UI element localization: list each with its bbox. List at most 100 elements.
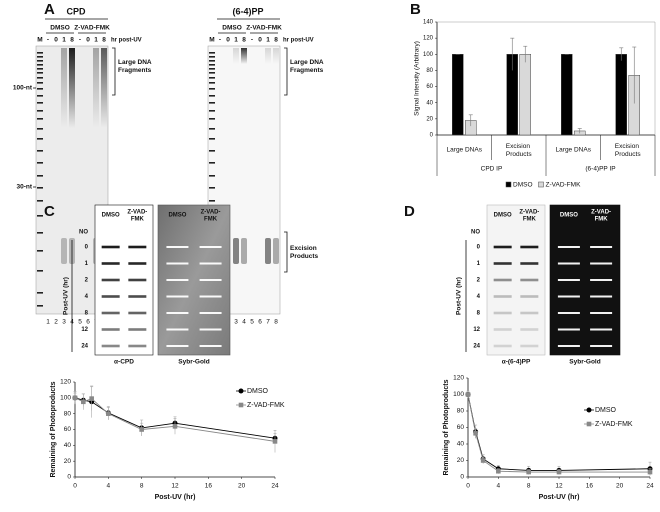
lane-number: 7	[266, 319, 270, 326]
x-tick-label: 24	[271, 483, 279, 490]
gel-excision	[61, 238, 67, 264]
gel-band	[37, 150, 43, 152]
blot-band	[199, 295, 222, 298]
x-tick-label: 20	[238, 483, 246, 490]
gel-band	[37, 82, 43, 84]
lane-number: 8	[274, 319, 278, 326]
x-tick-label: Excision Products	[506, 143, 533, 158]
bar	[561, 54, 573, 136]
blot-band	[128, 278, 147, 282]
legend-marker	[238, 402, 244, 408]
blot-band	[128, 262, 147, 265]
point	[172, 424, 178, 429]
gel-title: CPD	[66, 6, 86, 16]
blot-band	[199, 279, 222, 281]
group-label: (6-4)PP IP	[585, 166, 615, 173]
blot-band	[493, 328, 512, 331]
gel-band	[37, 60, 43, 62]
blot-label: Sybr-Gold	[569, 359, 600, 366]
blot-column-label: DMSO	[560, 213, 578, 219]
gel-band	[209, 187, 215, 189]
panel-label: B	[410, 1, 421, 18]
blot-column-label: Z-VAD-FMK	[201, 209, 221, 222]
legend-label: DMSO	[247, 388, 269, 395]
gel-band	[209, 162, 215, 164]
gel-band	[209, 95, 215, 97]
blot-band	[520, 262, 539, 265]
point	[465, 392, 471, 397]
blot-band	[493, 245, 512, 249]
blot-row-label: 0	[85, 245, 89, 251]
gel-excision	[241, 238, 247, 264]
y-tick-label: 60	[426, 84, 433, 90]
blot-row-label: 4	[477, 294, 481, 300]
blot-label: Sybr-Gold	[178, 359, 209, 366]
blot-band	[199, 312, 222, 314]
bracket	[112, 47, 116, 96]
gel-band	[37, 77, 43, 79]
blot-row-label: 2	[477, 278, 481, 284]
gel-band	[209, 82, 215, 84]
x-tick-label-line: Excision	[615, 143, 641, 150]
lane-label: 1	[94, 37, 98, 44]
gel-band	[209, 110, 215, 112]
blot-band	[493, 344, 512, 348]
x-axis-title: Post-UV (hr)	[539, 494, 580, 501]
blot-band	[520, 278, 539, 282]
blot-row-label: 2	[85, 278, 89, 284]
y-tick-label: 80	[457, 408, 465, 415]
gel-band	[37, 292, 43, 294]
blot-band	[166, 262, 189, 265]
x-tick-label: 16	[586, 483, 594, 490]
lane-label: 8	[242, 37, 246, 44]
blot-band	[557, 345, 580, 347]
blot-band	[557, 246, 580, 248]
legend-swatch	[538, 181, 544, 188]
region-label-line: Fragments	[290, 67, 324, 74]
series-line	[467, 394, 650, 473]
blot-column-label-line: FMK	[131, 216, 145, 222]
point	[72, 395, 78, 401]
point	[81, 399, 86, 405]
y-tick-label: 60	[457, 424, 465, 431]
bar	[519, 54, 531, 136]
region-label-line: Large DNA	[290, 59, 325, 66]
blot-band	[557, 295, 580, 298]
legend-marker	[586, 407, 592, 413]
legend-marker	[238, 388, 244, 394]
bar	[452, 54, 464, 136]
gel-smear	[241, 48, 247, 64]
lane-number: 5	[78, 319, 82, 326]
gel-smear	[61, 48, 67, 128]
y-tick-label: 100	[423, 52, 434, 58]
gel-band	[209, 102, 215, 104]
gel-band	[37, 200, 43, 202]
gel-excision	[265, 238, 271, 264]
blot-row-label: 1	[477, 261, 481, 267]
gel-band	[37, 270, 43, 272]
blot-band	[199, 328, 222, 331]
panel-label: D	[404, 203, 415, 220]
gel-band	[37, 110, 43, 112]
gel-band	[37, 52, 43, 54]
blot-band	[557, 279, 580, 281]
gel-smear	[101, 48, 107, 128]
y-tick-label: 120	[423, 36, 434, 42]
blot-row-label: 24	[81, 344, 88, 350]
y-tick-label: 80	[64, 410, 72, 417]
gel-band	[209, 68, 215, 70]
blot-column-label: DMSO	[494, 213, 512, 219]
y-tick-label: 120	[453, 375, 464, 382]
gel-band	[37, 232, 43, 234]
blot-label: α-(6-4)PP	[502, 359, 531, 366]
blot-band	[128, 311, 147, 315]
bracket	[284, 47, 288, 96]
region-label: Large DNA Fragments	[118, 59, 153, 74]
blot-band	[166, 295, 189, 298]
gel-smear	[69, 48, 75, 128]
blot-column-label: Z-VAD-FMK	[591, 209, 611, 222]
x-axis-title: Post-UV (hr)	[155, 494, 196, 501]
y-axis-title: Remaining of Photoproducts	[443, 379, 450, 475]
blot-column-label-line: Z-VAD-	[519, 209, 539, 215]
y-tick-label: 140	[423, 20, 434, 26]
